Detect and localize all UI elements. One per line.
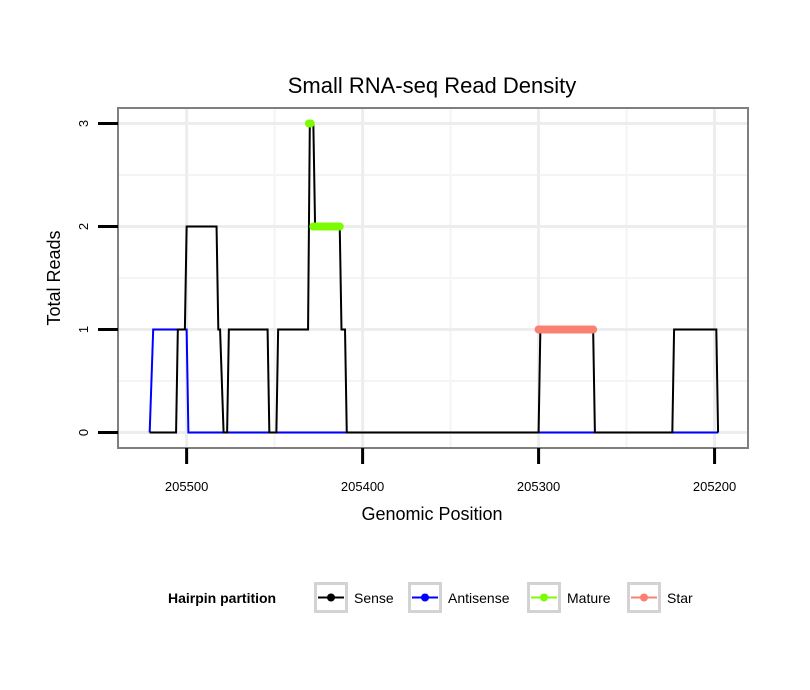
y-axis: 0 1 2 3 [76, 120, 118, 436]
x-axis-title: Genomic Position [361, 504, 502, 524]
y-tick-label: 2 [76, 223, 91, 230]
legend-key-point [540, 593, 548, 602]
y-axis-title: Total Reads [44, 230, 64, 325]
x-tick-label: 205400 [341, 479, 384, 494]
x-axis: 205500 205400 205300 205200 [165, 448, 736, 494]
data-point-mature [335, 222, 344, 231]
legend-title: Hairpin partition [168, 590, 276, 606]
y-tick-label: 3 [76, 120, 91, 127]
data-point-star [589, 325, 598, 334]
y-tick-label: 0 [76, 429, 91, 436]
legend-label: Antisense [448, 590, 510, 606]
x-tick-label: 205500 [165, 479, 208, 494]
legend-label: Star [667, 590, 693, 606]
legend-entry-star: Star [627, 582, 693, 613]
series-layer [148, 119, 720, 434]
legend: Hairpin partition Sense Antisense Mature St… [168, 582, 693, 613]
legend-label: Mature [567, 590, 611, 606]
plot-panel [117, 107, 749, 449]
panel-border [117, 107, 749, 449]
legend-entry-mature: Mature [527, 582, 611, 613]
x-tick-label: 205200 [693, 479, 736, 494]
x-tick-label: 205300 [517, 479, 560, 494]
legend-key-point [421, 593, 429, 602]
data-point-mature [306, 119, 315, 128]
legend-entry-antisense: Antisense [408, 582, 510, 613]
legend-label: Sense [354, 590, 394, 606]
legend-key-point [640, 593, 648, 602]
y-tick-label: 1 [76, 326, 91, 333]
chart-title: Small RNA-seq Read Density [288, 73, 577, 98]
legend-entry-sense: Sense [314, 582, 394, 613]
legend-key-point [327, 593, 335, 602]
legend-entries: Sense Antisense Mature Star [314, 582, 693, 613]
